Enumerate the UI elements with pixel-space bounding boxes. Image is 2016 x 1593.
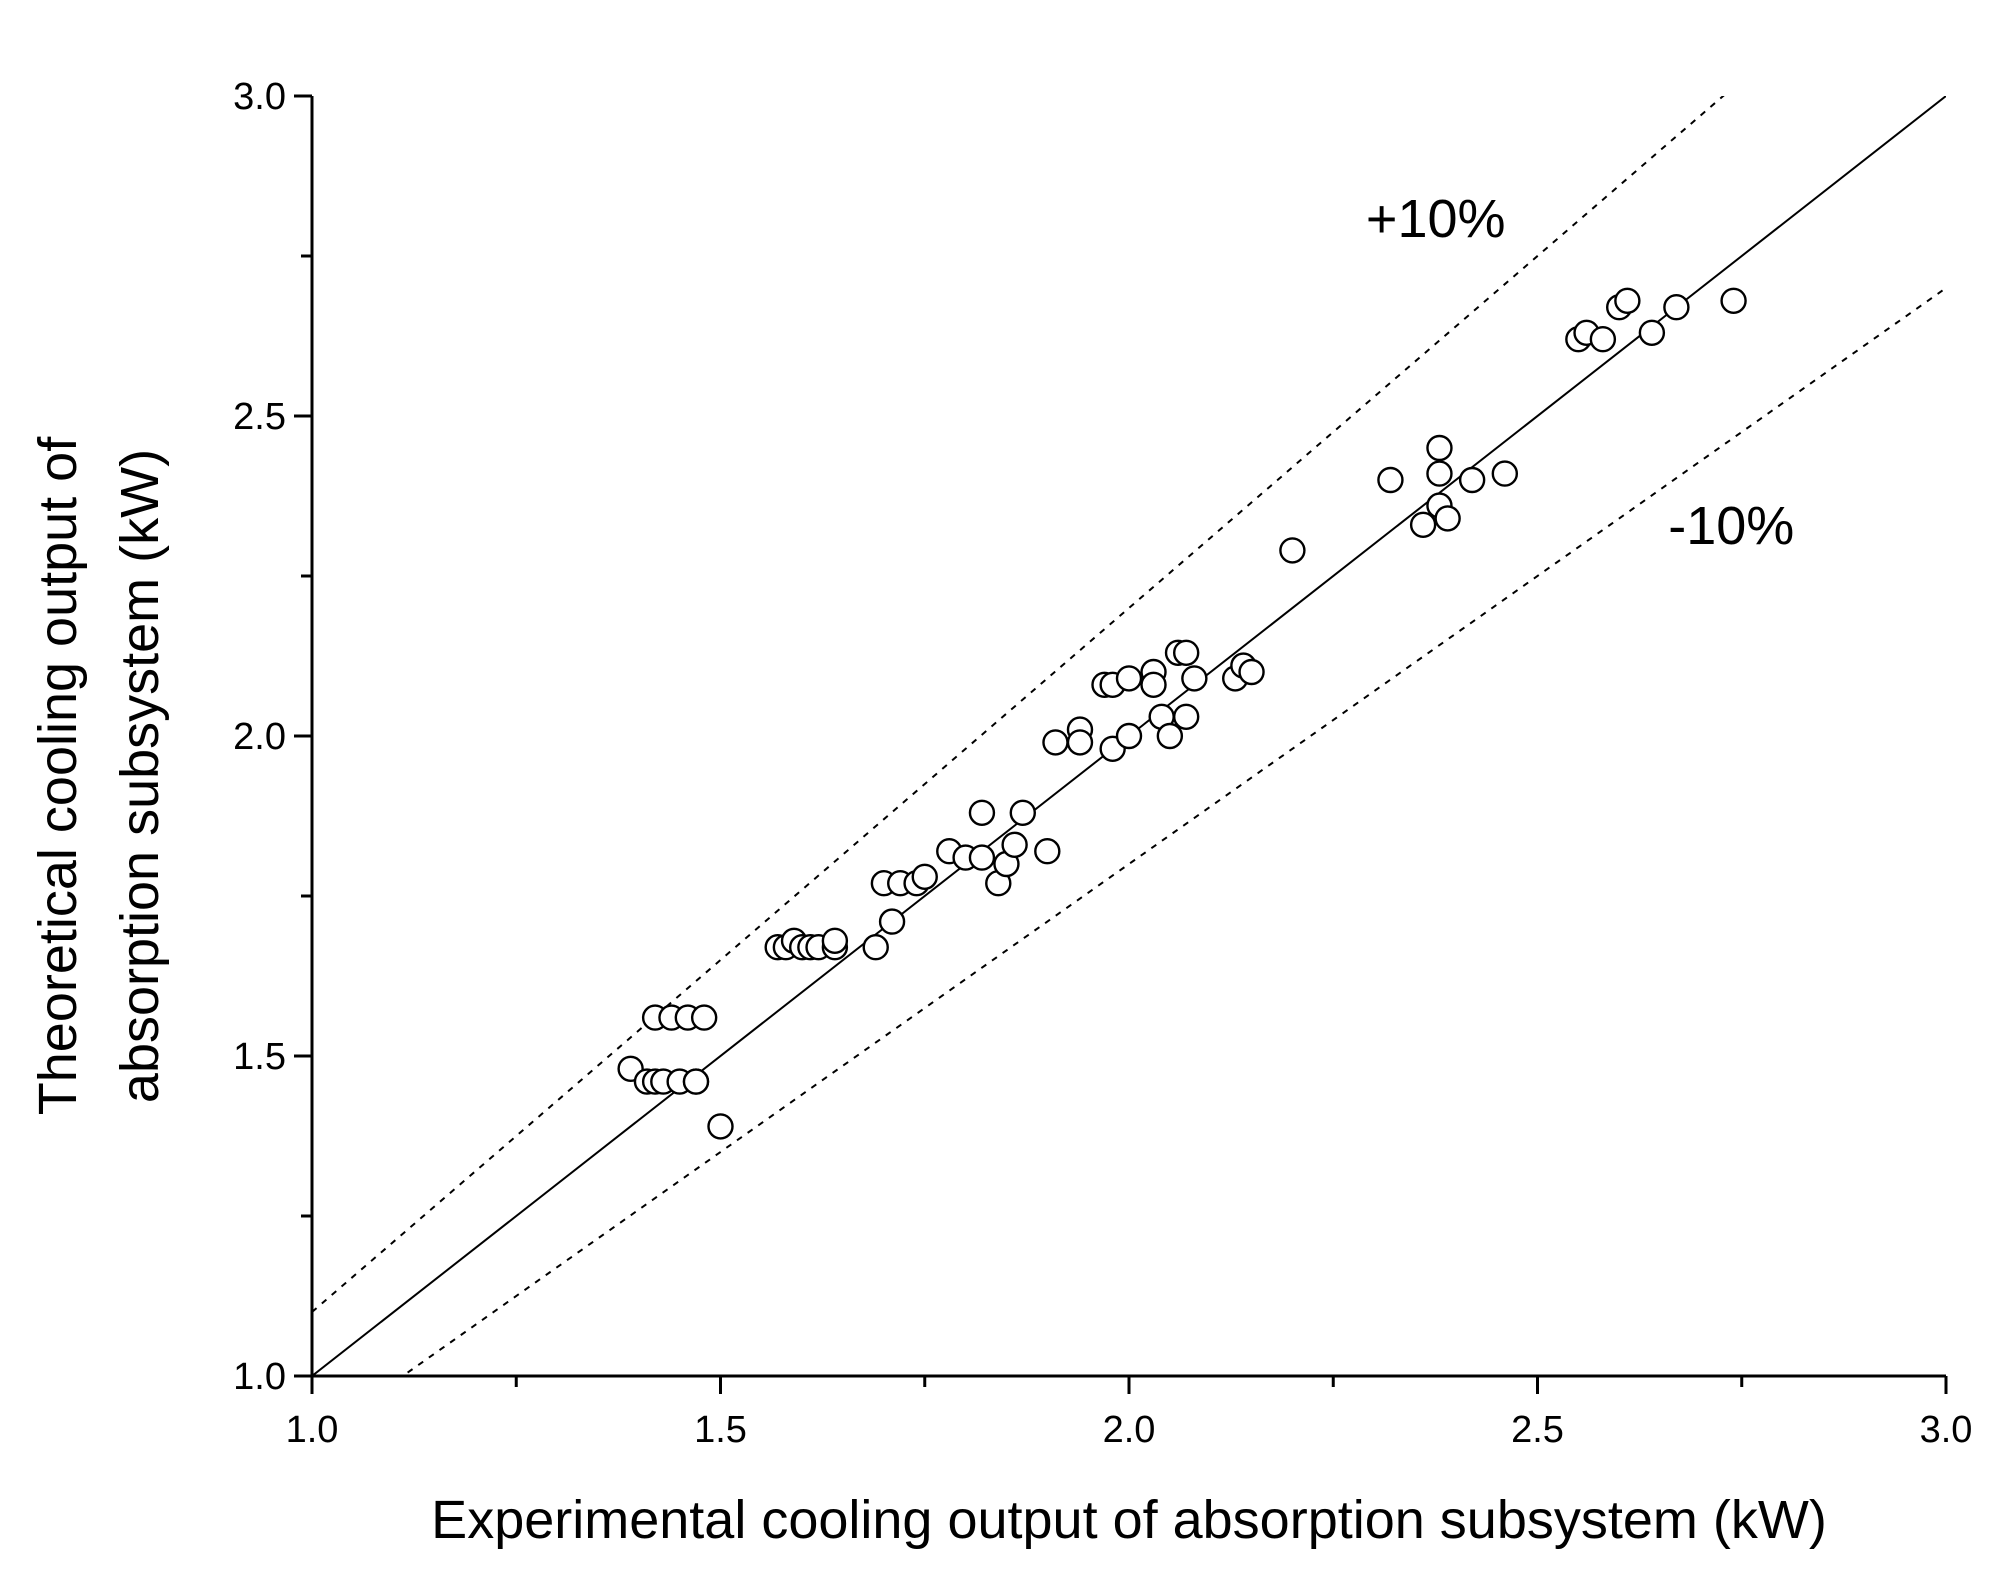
- data-point: [968, 844, 996, 871]
- data-point: [1001, 831, 1028, 858]
- dashed-bound-line: [401, 287, 1946, 1376]
- data-point: [1409, 511, 1437, 538]
- data-point: [1115, 722, 1143, 750]
- y-tick-label: 3.0: [233, 76, 286, 118]
- data-point: [1377, 466, 1404, 494]
- x-axis-ticks: 1.0 1.5 2.0 2.5 3.0: [286, 1376, 1973, 1451]
- data-point: [1115, 665, 1143, 692]
- data-point: [1426, 434, 1453, 462]
- data-point: [1172, 639, 1200, 666]
- x-tick-label: 2.0: [1103, 1409, 1156, 1451]
- data-point: [1720, 287, 1747, 314]
- data-point: [1066, 729, 1094, 756]
- data-points: [617, 287, 1747, 1140]
- data-point: [968, 799, 996, 826]
- data-point: [1279, 537, 1306, 564]
- data-point: [690, 1004, 718, 1031]
- data-point: [1458, 466, 1486, 494]
- data-point: [1156, 722, 1184, 750]
- dashed-bound-line: [312, 96, 1725, 1313]
- data-point: [862, 934, 889, 961]
- data-point: [1663, 294, 1690, 321]
- data-point: [1589, 326, 1617, 353]
- reference-lines: [312, 96, 1946, 1376]
- y-tick-label: 1.0: [233, 1356, 286, 1398]
- data-point: [1614, 287, 1641, 314]
- data-point: [1638, 319, 1666, 346]
- data-point: [911, 863, 938, 890]
- y-tick-label: 1.5: [233, 1036, 286, 1078]
- data-point: [1009, 799, 1036, 826]
- data-point: [1172, 703, 1200, 730]
- data-point: [1491, 460, 1519, 487]
- y-axis-title-line: absorption subsystem (kW): [110, 449, 170, 1103]
- data-point: [707, 1113, 734, 1140]
- x-axis-title: Experimental cooling output of absorptio…: [431, 1490, 1827, 1550]
- data-point: [1034, 838, 1061, 865]
- data-point: [878, 908, 906, 935]
- data-point: [1426, 460, 1453, 487]
- data-point: [1181, 665, 1208, 692]
- data-point: [1434, 505, 1461, 532]
- data-point: [821, 927, 849, 954]
- y-tick-label: 2.5: [233, 396, 286, 438]
- x-tick-label: 1.0: [286, 1409, 339, 1451]
- y-axis-ticks: 1.0 1.5 2.0 2.5 3.0: [233, 76, 312, 1398]
- annotation-label: -10%: [1668, 496, 1794, 556]
- data-point: [1140, 671, 1167, 698]
- x-tick-label: 1.5: [694, 1409, 747, 1451]
- data-point: [1042, 729, 1069, 756]
- x-tick-label: 2.5: [1511, 1409, 1564, 1451]
- y-axis-title: Theoretical cooling output of absorption …: [28, 436, 170, 1115]
- y-axis-title-line: Theoretical cooling output of: [28, 436, 88, 1115]
- x-tick-label: 3.0: [1920, 1409, 1973, 1451]
- annotations: +10% -10%: [1366, 189, 1794, 556]
- annotation-label: +10%: [1366, 189, 1506, 249]
- data-point: [682, 1068, 710, 1095]
- data-point: [1238, 658, 1265, 686]
- y-tick-label: 2.0: [233, 716, 286, 758]
